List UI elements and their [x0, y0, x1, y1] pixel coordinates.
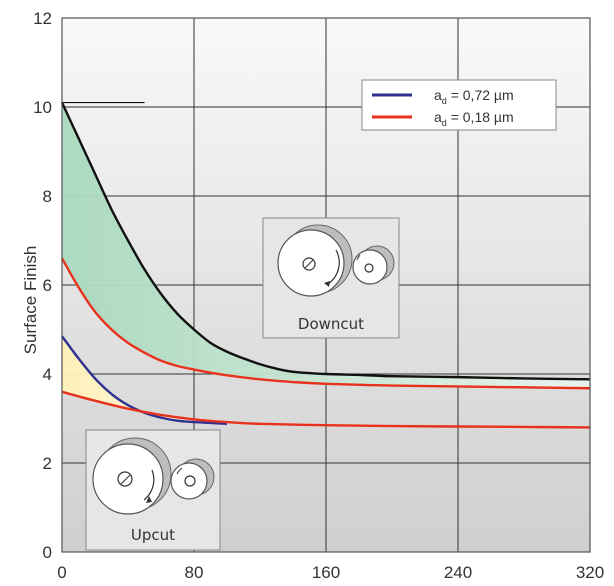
y-tick-label: 10 [33, 98, 52, 117]
x-tick-label: 240 [444, 563, 472, 582]
y-tick-label: 8 [43, 187, 52, 206]
y-axis-label: Surface Finish [21, 246, 40, 355]
y-tick-label: 4 [43, 365, 52, 384]
legend-label-2: ad = 0,18 µm [434, 109, 514, 128]
upcut-label: Upcut [131, 526, 175, 544]
downcut-inset: Downcut [262, 217, 400, 339]
x-tick-label: 160 [312, 563, 340, 582]
series-line [61, 390, 591, 429]
legend-label-1: ad = 0,72 µm [434, 87, 514, 106]
series-line [60, 102, 591, 381]
upcut-inset: Upcut [85, 429, 221, 551]
upcut-large-wheel-icon [92, 437, 172, 515]
plot-frame [61, 17, 591, 553]
upcut-small-wheel-icon [170, 458, 215, 500]
series-line [60, 257, 591, 390]
x-tick-label: 320 [576, 563, 604, 582]
y-tick-label: 6 [43, 276, 52, 295]
y-tick-label: 2 [43, 454, 52, 473]
y-tick-label: 0 [43, 543, 52, 562]
downcut-large-wheel-icon [277, 224, 353, 297]
x-tick-label: 0 [57, 563, 66, 582]
downcut-small-wheel-icon [352, 245, 395, 285]
downcut-label: Downcut [298, 315, 364, 333]
x-tick-label: 80 [185, 563, 204, 582]
axis-ticks: 0 2 4 6 8 10 12 0 80 160 240 320 [33, 9, 604, 582]
series-lines [60, 101, 591, 429]
y-tick-label: 12 [33, 9, 52, 28]
legend: ad = 0,72 µm ad = 0,18 µm [361, 79, 557, 131]
